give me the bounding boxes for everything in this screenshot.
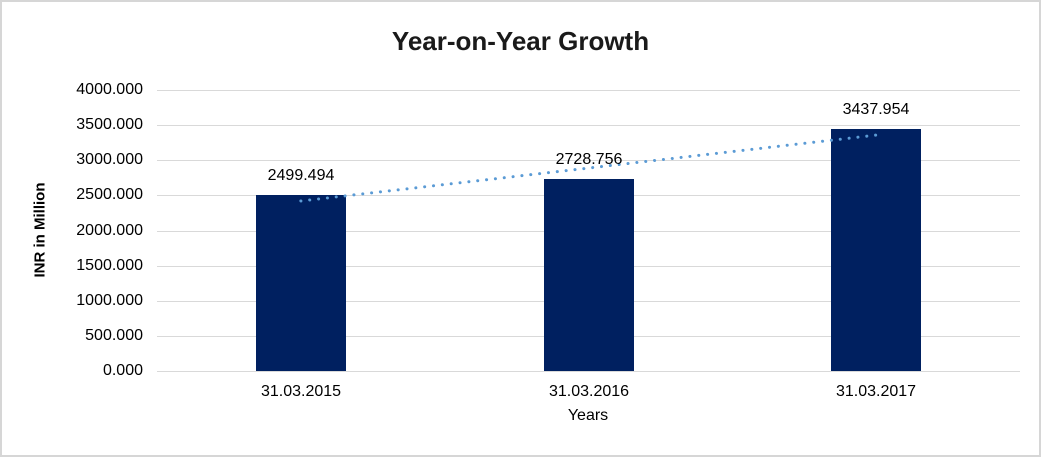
chart-title: Year-on-Year Growth [391,26,650,56]
bar [256,195,346,371]
data-label: 3437.954 [842,101,910,118]
bar [831,129,921,371]
x-axis-title: Years [567,407,609,424]
y-tick-label: 2500.000 [76,186,143,203]
data-label: 2728.756 [555,151,623,168]
x-tick-label: 31.03.2016 [548,383,630,400]
bar [544,179,634,371]
y-tick-label: 500.000 [85,327,143,344]
y-tick-label: 4000.000 [76,81,143,98]
y-tick-label: 3500.000 [76,116,143,133]
x-tick-label: 31.03.2017 [835,383,917,400]
x-tick-label: 31.03.2015 [260,383,342,400]
y-tick-label: 0.000 [102,362,143,379]
y-tick-label: 1000.000 [76,292,143,309]
y-tick-label: 2000.000 [76,222,143,239]
gridline [157,371,1020,372]
gridline [157,90,1020,91]
data-label: 2499.494 [267,167,335,184]
plot-area: 2499.494 2728.756 3437.954 [157,90,1020,372]
gridline [157,125,1020,126]
y-tick-label: 1500.000 [76,257,143,274]
y-tick-label: 3000.000 [76,151,143,168]
